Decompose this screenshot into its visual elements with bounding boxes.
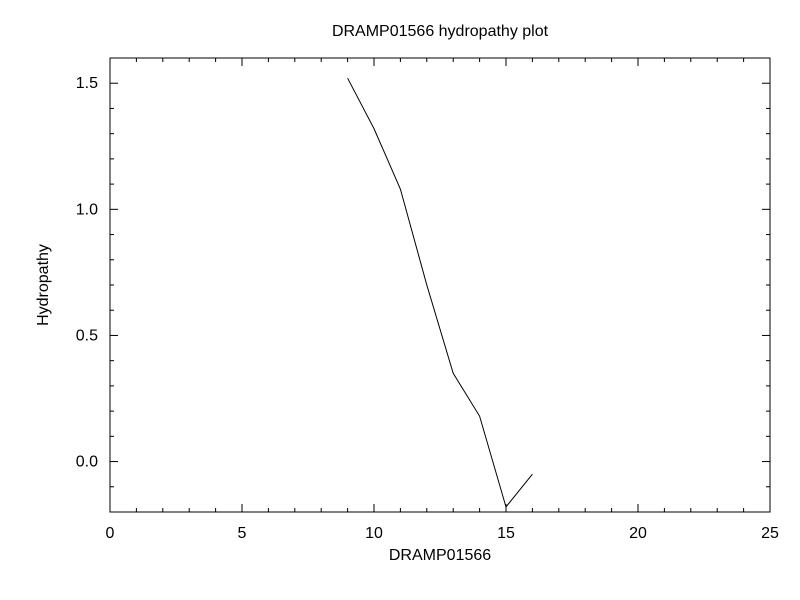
x-tick-label: 0 — [106, 525, 115, 542]
chart-container: 0 5 10 15 20 25 0.0 0.5 1.0 1.5 DRAMP01566 hydropa… — [0, 0, 800, 600]
y-tick-label: 1.0 — [76, 201, 98, 218]
x-tick-label: 5 — [238, 525, 247, 542]
plot-frame — [110, 58, 770, 512]
x-axis-label: DRAMP01566 — [389, 547, 491, 564]
y-tick-label: 0.0 — [76, 454, 98, 471]
x-tick-label: 25 — [761, 525, 779, 542]
chart-title: DRAMP01566 hydropathy plot — [332, 23, 549, 40]
y-tick-label: 1.5 — [76, 75, 98, 92]
x-tick-label: 10 — [365, 525, 383, 542]
x-tick-label: 20 — [629, 525, 647, 542]
x-tick-label: 15 — [497, 525, 515, 542]
y-tick-label: 0.5 — [76, 327, 98, 344]
hydropathy-line — [348, 78, 533, 507]
y-axis-label: Hydropathy — [35, 244, 52, 326]
hydropathy-chart: 0 5 10 15 20 25 0.0 0.5 1.0 1.5 DRAMP01566 hydropa… — [0, 0, 800, 600]
